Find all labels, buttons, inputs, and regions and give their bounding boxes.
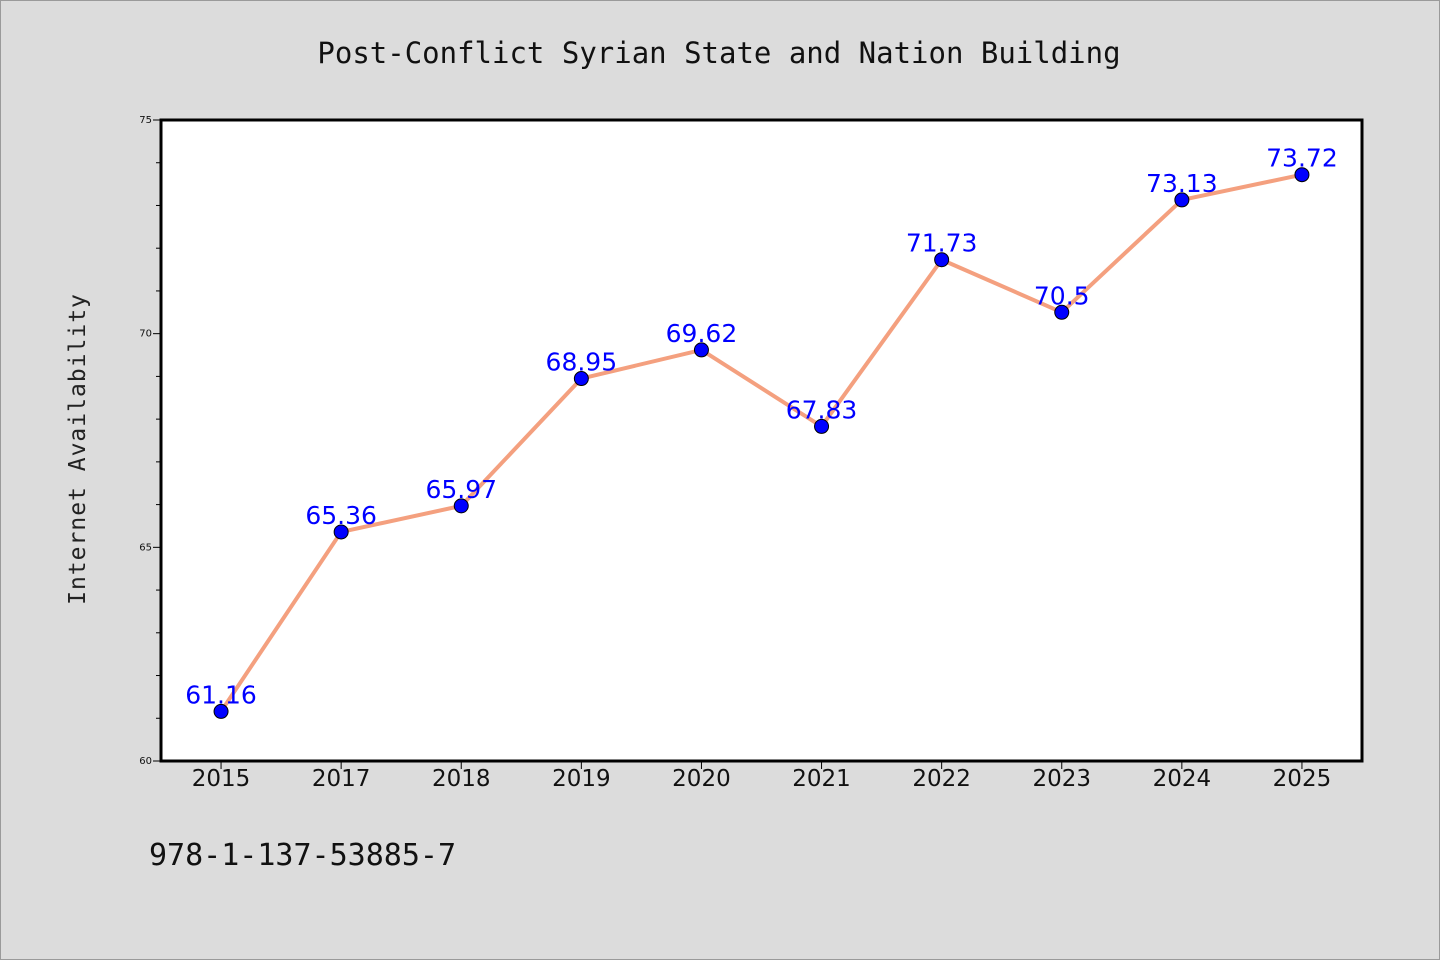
x-tick-label: 2024 <box>1153 766 1212 792</box>
data-point-label: 61.16 <box>185 680 257 709</box>
series-line-group: 61.16 65.36 65.97 68.95 69.62 67.83 71.73 70.5 7… <box>185 144 1338 719</box>
isbn-footer: 978-1-137-53885-7 <box>149 838 456 873</box>
data-point-label: 73.72 <box>1266 144 1338 173</box>
x-tick-label: 2022 <box>912 766 971 792</box>
data-point-marker <box>693 342 709 358</box>
data-point-label: 69.62 <box>666 319 738 348</box>
data-point-marker <box>453 498 469 514</box>
data-point-marker <box>1174 192 1190 208</box>
data-point-marker <box>213 703 229 719</box>
y-axis-label: Internet Availability <box>65 293 91 605</box>
chart-title: Post-Conflict Syrian State and Nation Bu… <box>317 36 1120 70</box>
x-tick-label: 2015 <box>192 766 251 792</box>
y-axis-ticks: 60 65 70 75 <box>139 115 161 767</box>
data-point-label: 70.5 <box>1034 281 1090 310</box>
x-tick-label: 2023 <box>1032 766 1091 792</box>
x-tick-label: 2017 <box>312 766 371 792</box>
x-tick-label: 2020 <box>672 766 731 792</box>
data-point-label: 71.73 <box>906 229 978 258</box>
data-point-marker <box>814 418 830 434</box>
data-point-label: 67.83 <box>786 395 858 424</box>
data-point-marker <box>1294 167 1310 183</box>
y-tick-label: 65 <box>139 542 152 553</box>
x-tick-label: 2021 <box>792 766 851 792</box>
data-point-label: 65.36 <box>305 501 377 530</box>
plot-area <box>159 118 1364 763</box>
data-point-marker <box>573 371 589 387</box>
y-tick-label: 60 <box>139 756 152 767</box>
y-tick-label: 75 <box>139 115 152 126</box>
data-point-label: 68.95 <box>546 348 618 377</box>
x-tick-label: 2018 <box>432 766 491 792</box>
x-axis-ticks: 2015 2017 2018 2019 2020 2021 2022 2023 2024 2025 <box>192 761 1331 792</box>
data-point-marker <box>934 252 950 268</box>
x-tick-label: 2019 <box>552 766 611 792</box>
x-tick-label: 2025 <box>1273 766 1332 792</box>
series-line <box>219 172 1304 714</box>
data-point-label: 65.97 <box>425 475 497 504</box>
y-tick-label: 70 <box>139 329 152 340</box>
data-point-label: 73.13 <box>1146 169 1218 198</box>
data-point-marker <box>1054 304 1070 320</box>
data-point-marker <box>333 524 349 540</box>
